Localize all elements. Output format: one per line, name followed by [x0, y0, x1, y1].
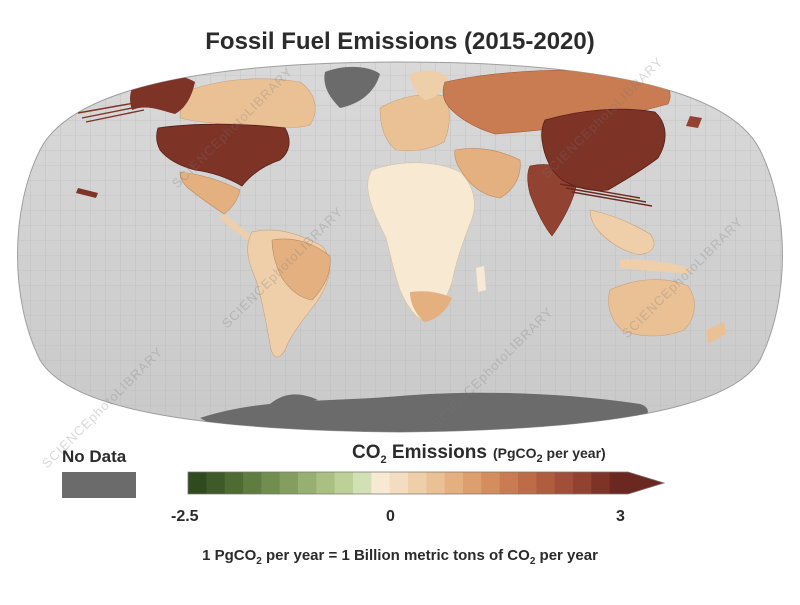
legend-unit-prefix: (PgCO — [492, 445, 537, 461]
region-africa — [367, 162, 475, 323]
legend-title-suffix: Emissions — [386, 442, 487, 463]
color-scale-segment — [298, 472, 317, 494]
color-scale-segment — [206, 472, 226, 494]
footnote-part-c: per year — [535, 547, 598, 564]
region-indonesia — [620, 259, 690, 274]
region-scandinavia — [410, 70, 448, 100]
unit-footnote: 1 PgCO2 per year = 1 Billion metric tons… — [0, 547, 800, 567]
color-scale-segment — [481, 472, 501, 494]
color-scale-segment — [353, 472, 372, 494]
map-title: Fossil Fuel Emissions (2015-2020) — [205, 28, 595, 55]
no-data-swatch — [62, 472, 136, 498]
color-scale-segment — [224, 472, 244, 494]
color-scale-segment — [536, 472, 556, 494]
color-scale-segment — [261, 472, 281, 494]
legend-title-prefix: CO — [352, 442, 381, 463]
color-scale-segment — [554, 472, 574, 494]
region-usa — [156, 123, 290, 187]
legend-unit-subscript: 2 — [536, 452, 543, 465]
color-scale-segment — [609, 472, 629, 494]
color-scale-segment — [591, 472, 611, 494]
color-scale-segment — [243, 472, 262, 494]
footnote-part-a: 1 PgCO — [202, 547, 257, 564]
scale-min-label: -2.5 — [171, 508, 199, 525]
color-scale-border — [187, 471, 666, 495]
region-new-zealand — [706, 322, 726, 344]
region-southeast-asia — [589, 209, 655, 255]
footnote-subscript-b: 2 — [529, 556, 536, 567]
region-middle-east — [454, 148, 521, 199]
region-brazil — [271, 238, 331, 301]
region-antarctica — [200, 392, 648, 432]
color-scale-segment — [426, 472, 446, 494]
region-china — [541, 108, 666, 191]
color-scale-bar — [187, 471, 666, 495]
no-data-label: No Data — [62, 447, 127, 466]
scale-max-label: 3 — [616, 508, 625, 525]
color-scale-segment — [188, 472, 207, 494]
color-scale-segment — [408, 472, 427, 494]
color-scale-arrow — [628, 472, 664, 494]
color-scale-segment — [334, 472, 354, 494]
color-scale-segment — [371, 472, 391, 494]
color-scale-segment — [499, 472, 519, 494]
legend-unit: (PgCO2 per year) — [492, 445, 606, 465]
color-scale-segment — [279, 472, 299, 494]
legend-title: CO2 Emissions (PgCO2 per year) — [352, 442, 606, 466]
color-scale-segment — [389, 472, 409, 494]
region-central-america — [220, 214, 252, 240]
region-madagascar — [476, 266, 486, 292]
region-south-africa — [410, 291, 452, 322]
color-scale-segment — [316, 472, 336, 494]
scale-zero-label: 0 — [386, 508, 395, 525]
region-europe — [379, 94, 450, 152]
region-australia — [608, 279, 695, 337]
color-scale-segment — [518, 472, 537, 494]
color-scale-segment — [444, 472, 464, 494]
legend-unit-suffix: per year) — [542, 445, 606, 461]
china-streaks — [559, 183, 653, 207]
region-hawaii — [76, 188, 98, 198]
region-japan — [686, 116, 702, 128]
footnote-subscript-a: 2 — [256, 556, 262, 567]
region-antarctica-peninsula — [270, 394, 318, 406]
color-scale-segment — [463, 472, 482, 494]
legend-title-subscript: 2 — [380, 453, 387, 466]
color-scale-segment — [573, 472, 592, 494]
region-canada — [179, 78, 316, 128]
alaska-streaks — [77, 101, 145, 123]
region-greenland — [324, 66, 380, 108]
footnote-part-b: per year = 1 Billion metric tons of CO — [261, 547, 530, 564]
